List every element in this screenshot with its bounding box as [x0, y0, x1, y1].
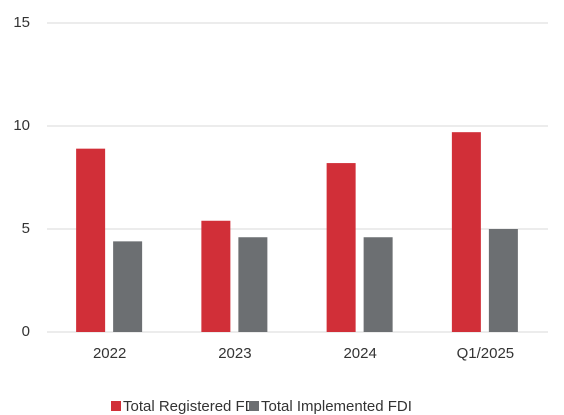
x-tick-label: 2024 — [343, 345, 376, 362]
legend-swatch — [249, 401, 259, 411]
bar — [113, 241, 143, 332]
bar — [238, 237, 268, 332]
y-tick-label: 0 — [22, 323, 30, 340]
bar — [451, 132, 481, 332]
y-tick-label: 15 — [13, 14, 30, 31]
legend-swatch — [111, 401, 121, 411]
bar — [363, 237, 393, 332]
y-tick-label: 10 — [13, 117, 30, 134]
x-tick-label: 2022 — [93, 345, 126, 362]
x-tick-label: Q1/2025 — [457, 345, 515, 362]
y-tick-label: 5 — [22, 220, 30, 237]
x-tick-label: 2023 — [218, 345, 251, 362]
bar — [76, 148, 106, 332]
legend-label: Total Implemented FDI — [261, 398, 412, 415]
bar — [488, 229, 518, 332]
legend-label: Total Registered FDI — [123, 398, 260, 415]
bar — [326, 163, 356, 332]
bar — [201, 220, 231, 332]
